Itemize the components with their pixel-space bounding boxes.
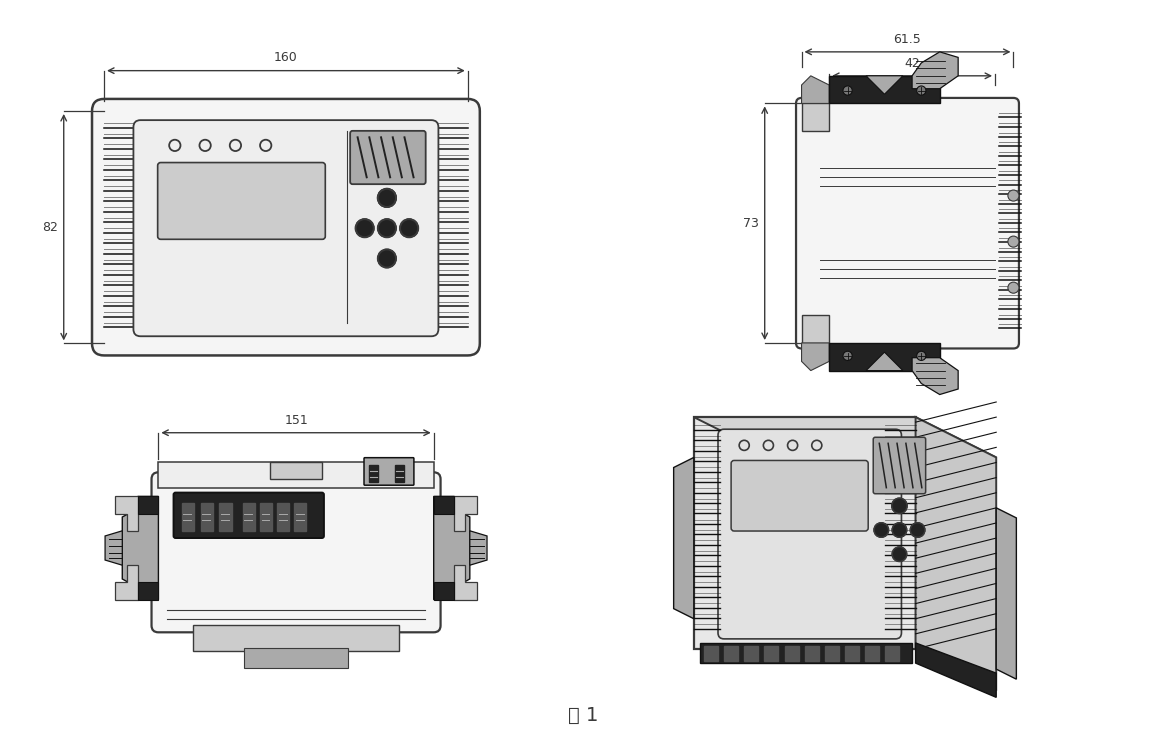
- Text: 73: 73: [743, 217, 760, 230]
- Text: 82: 82: [42, 221, 57, 234]
- Bar: [845, 646, 859, 661]
- Polygon shape: [694, 417, 997, 458]
- Polygon shape: [830, 76, 939, 103]
- Circle shape: [893, 547, 907, 562]
- FancyBboxPatch shape: [350, 131, 426, 185]
- Bar: [784, 646, 798, 661]
- Polygon shape: [802, 343, 830, 371]
- Polygon shape: [916, 417, 997, 689]
- Polygon shape: [123, 496, 159, 600]
- Bar: [159, 462, 434, 488]
- Polygon shape: [913, 52, 958, 89]
- Bar: [294, 503, 307, 530]
- Text: 61.5: 61.5: [894, 33, 922, 46]
- Polygon shape: [997, 508, 1016, 679]
- Polygon shape: [454, 496, 476, 530]
- Circle shape: [874, 523, 888, 537]
- Polygon shape: [116, 496, 138, 530]
- Polygon shape: [105, 530, 123, 565]
- FancyBboxPatch shape: [92, 99, 480, 356]
- Circle shape: [917, 86, 925, 95]
- Text: 42: 42: [904, 57, 920, 70]
- FancyBboxPatch shape: [731, 461, 868, 531]
- Bar: [764, 646, 778, 661]
- Bar: [182, 503, 194, 530]
- Circle shape: [843, 86, 852, 95]
- Polygon shape: [866, 352, 903, 371]
- Polygon shape: [138, 583, 159, 600]
- FancyBboxPatch shape: [718, 429, 901, 639]
- Polygon shape: [138, 496, 159, 513]
- Circle shape: [1008, 190, 1019, 201]
- Bar: [700, 643, 911, 663]
- Circle shape: [843, 351, 852, 360]
- Polygon shape: [913, 358, 958, 394]
- Circle shape: [1008, 236, 1019, 247]
- Bar: [260, 503, 272, 530]
- Bar: [825, 646, 839, 661]
- Circle shape: [893, 523, 907, 537]
- Bar: [886, 646, 900, 661]
- Bar: [369, 464, 378, 482]
- Circle shape: [378, 219, 396, 237]
- Polygon shape: [454, 565, 476, 600]
- Bar: [193, 626, 399, 651]
- Text: 图 1: 图 1: [568, 706, 599, 725]
- Polygon shape: [434, 496, 454, 513]
- Bar: [724, 646, 739, 661]
- Polygon shape: [802, 315, 830, 343]
- Bar: [219, 503, 231, 530]
- Circle shape: [356, 219, 373, 237]
- Circle shape: [400, 219, 418, 237]
- Text: 160: 160: [274, 51, 298, 63]
- Text: 151: 151: [285, 414, 308, 427]
- Bar: [704, 646, 718, 661]
- Circle shape: [892, 498, 907, 513]
- FancyBboxPatch shape: [158, 162, 326, 240]
- FancyBboxPatch shape: [796, 98, 1019, 348]
- Bar: [865, 646, 879, 661]
- Bar: [201, 503, 212, 530]
- Polygon shape: [470, 530, 487, 565]
- FancyBboxPatch shape: [133, 120, 439, 336]
- Polygon shape: [116, 565, 138, 600]
- Polygon shape: [866, 76, 903, 94]
- Polygon shape: [694, 417, 916, 649]
- Polygon shape: [802, 103, 830, 131]
- Polygon shape: [916, 643, 997, 697]
- FancyBboxPatch shape: [364, 458, 414, 485]
- Circle shape: [917, 351, 925, 360]
- Polygon shape: [830, 343, 939, 371]
- Bar: [271, 462, 322, 479]
- Polygon shape: [673, 458, 694, 619]
- Bar: [277, 503, 289, 530]
- Circle shape: [378, 189, 396, 207]
- Polygon shape: [434, 583, 454, 600]
- Bar: [394, 464, 404, 482]
- FancyBboxPatch shape: [152, 472, 441, 632]
- Circle shape: [910, 523, 924, 537]
- Polygon shape: [434, 496, 470, 600]
- FancyBboxPatch shape: [174, 493, 324, 538]
- Polygon shape: [802, 76, 830, 103]
- Circle shape: [378, 249, 396, 268]
- Bar: [243, 503, 254, 530]
- Bar: [745, 646, 759, 661]
- Circle shape: [1008, 282, 1019, 293]
- FancyBboxPatch shape: [873, 437, 925, 494]
- Bar: [805, 646, 819, 661]
- Bar: [244, 648, 348, 668]
